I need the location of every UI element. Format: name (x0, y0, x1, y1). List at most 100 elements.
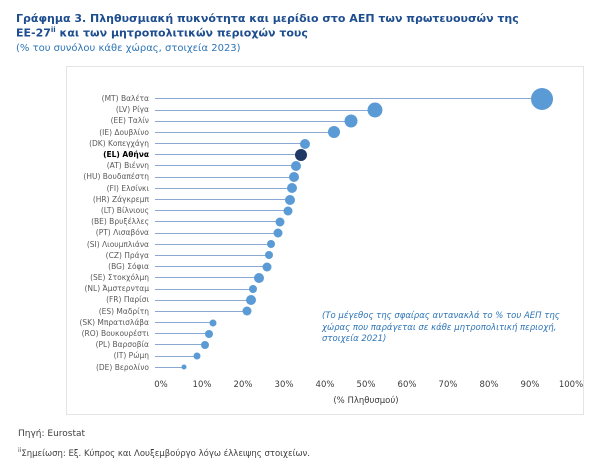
chart-row: (FR) Παρίσι (73, 295, 571, 306)
stem-line (155, 154, 301, 156)
bubble (344, 114, 358, 128)
bubble (200, 340, 209, 349)
row-track (155, 160, 571, 171)
row-track (155, 148, 571, 161)
plot-rows: (MT) Βαλέτα (LV) Ρίγα (EE) Ταλίν (IE) Δουβλ… (73, 87, 571, 373)
bubble (275, 217, 285, 227)
chart-row: (IE) Δουβλίνο (73, 126, 571, 139)
row-track (155, 283, 571, 294)
bubble (254, 272, 264, 283)
footnote: iiΣημείωση: Εξ. Κύπρος και Λουξεμβούργο … (18, 447, 593, 459)
row-track (155, 138, 571, 149)
row-track (155, 362, 571, 373)
chart-row: (EE) Ταλίν (73, 114, 571, 128)
bubble (205, 329, 214, 338)
x-tick-label: 20% (233, 379, 253, 390)
row-track (155, 328, 571, 339)
row-label: (SE) Στοκχόλμη (90, 273, 149, 283)
stem-line (155, 221, 280, 223)
chart-row: (SK) Μπρατισλάβα (73, 317, 571, 328)
chart-title-superscript: ii (50, 26, 56, 35)
row-label: (CZ) Πράγα (105, 250, 149, 260)
chart-row: (ES) Μαδρίτη (73, 306, 571, 317)
row-track (155, 317, 571, 328)
bubble (273, 228, 283, 238)
row-track (155, 295, 571, 306)
row-label: (ES) Μαδρίτη (98, 306, 149, 316)
row-label: (BG) Σόφια (108, 261, 149, 271)
x-tick-label: 30% (274, 379, 294, 390)
stem-line (155, 288, 253, 290)
row-track (155, 205, 571, 216)
chart-title-rest: και των μητροπολιτικών περιοχών τους (55, 26, 308, 40)
x-tick-label: 50% (356, 379, 376, 390)
row-label: (NL) Άμστερνταμ (84, 284, 150, 294)
bubble (248, 285, 257, 294)
chart-subtitle: (% του συνόλου κάθε χώρας, στοιχεία 2023… (16, 43, 241, 55)
stem-line (155, 187, 293, 189)
stem-line (155, 98, 542, 100)
row-label: (SK) Μπρατισλάβα (79, 317, 149, 327)
source-note: Πηγή: Eurostat (18, 428, 86, 439)
bubble (289, 172, 300, 183)
bubble (267, 240, 276, 249)
row-track (155, 102, 571, 118)
chart-row: (DK) Κοπεγχάγη (73, 138, 571, 149)
stem-line (155, 210, 289, 212)
row-label: (PL) Βαρσοβία (95, 340, 149, 350)
chart-row: (MT) Βαλέτα (73, 87, 571, 110)
x-axis-label: (% Πληθυσμού) (333, 395, 399, 406)
stem-line (155, 232, 278, 234)
stem-line (155, 143, 305, 145)
bubble (193, 352, 201, 360)
row-track (155, 172, 571, 183)
chart-row: (SE) Στοκχόλμη (73, 272, 571, 283)
bubble (262, 262, 272, 272)
stem-line (155, 131, 334, 133)
stem-line (155, 333, 210, 335)
chart-row: (EL) Αθήνα (73, 148, 571, 161)
row-label: (BE) Βρυξέλλες (91, 217, 149, 227)
chart-row: (PL) Βαρσοβία (73, 339, 571, 350)
chart-row: (BE) Βρυξέλλες (73, 216, 571, 227)
stem-line (155, 344, 205, 346)
chart-row: (FI) Ελσίνκι (73, 183, 571, 194)
x-tick-label: 90% (520, 379, 540, 390)
stem-line (155, 366, 185, 368)
bubble (367, 102, 383, 118)
bubble (327, 126, 340, 139)
bubble (530, 87, 553, 110)
row-track (155, 183, 571, 194)
row-label: (AT) Βιέννη (106, 161, 149, 171)
bubble-size-annotation: (Το μέγεθος της σφαίρας αντανακλά το % τ… (322, 311, 560, 345)
stem-line (155, 355, 197, 357)
x-tick-label: 60% (397, 379, 417, 390)
chart-row: (HU) Βουδαπέστη (73, 172, 571, 183)
x-axis-ticks: 0% 10% 20% 30% 40% 50% 60% 70% 80% 90% 100% (154, 379, 583, 392)
stem-line (155, 322, 214, 324)
bubble (299, 138, 310, 149)
figure-footer: Πηγή: Eurostat iiΣημείωση: Εξ. Κύπρος κα… (18, 429, 593, 459)
bubble (209, 319, 217, 327)
chart-row: (HR) Ζάγκρεμπ (73, 194, 571, 205)
row-label: (FR) Παρίσι (106, 295, 149, 305)
bubble (181, 364, 187, 370)
chart-row: (AT) Βιέννη (73, 160, 571, 171)
row-label: (FI) Ελσίνκι (106, 183, 149, 193)
row-track (155, 239, 571, 250)
stem-line (155, 254, 270, 256)
row-label: (HR) Ζάγκρεμπ (92, 194, 149, 204)
chart-row: (DE) Βερολίνο (73, 362, 571, 373)
chart-row: (RO) Βουκουρέστι (73, 328, 571, 339)
chart-row: (BG) Σόφια (73, 261, 571, 272)
stem-line (155, 299, 251, 301)
stem-line (155, 199, 291, 201)
row-track (155, 272, 571, 283)
row-label: (MT) Βαλέτα (101, 94, 149, 104)
row-track (155, 194, 571, 205)
x-tick-label: 100% (558, 379, 584, 390)
row-track (155, 339, 571, 350)
stem-line (155, 243, 272, 245)
bubble (294, 148, 307, 161)
